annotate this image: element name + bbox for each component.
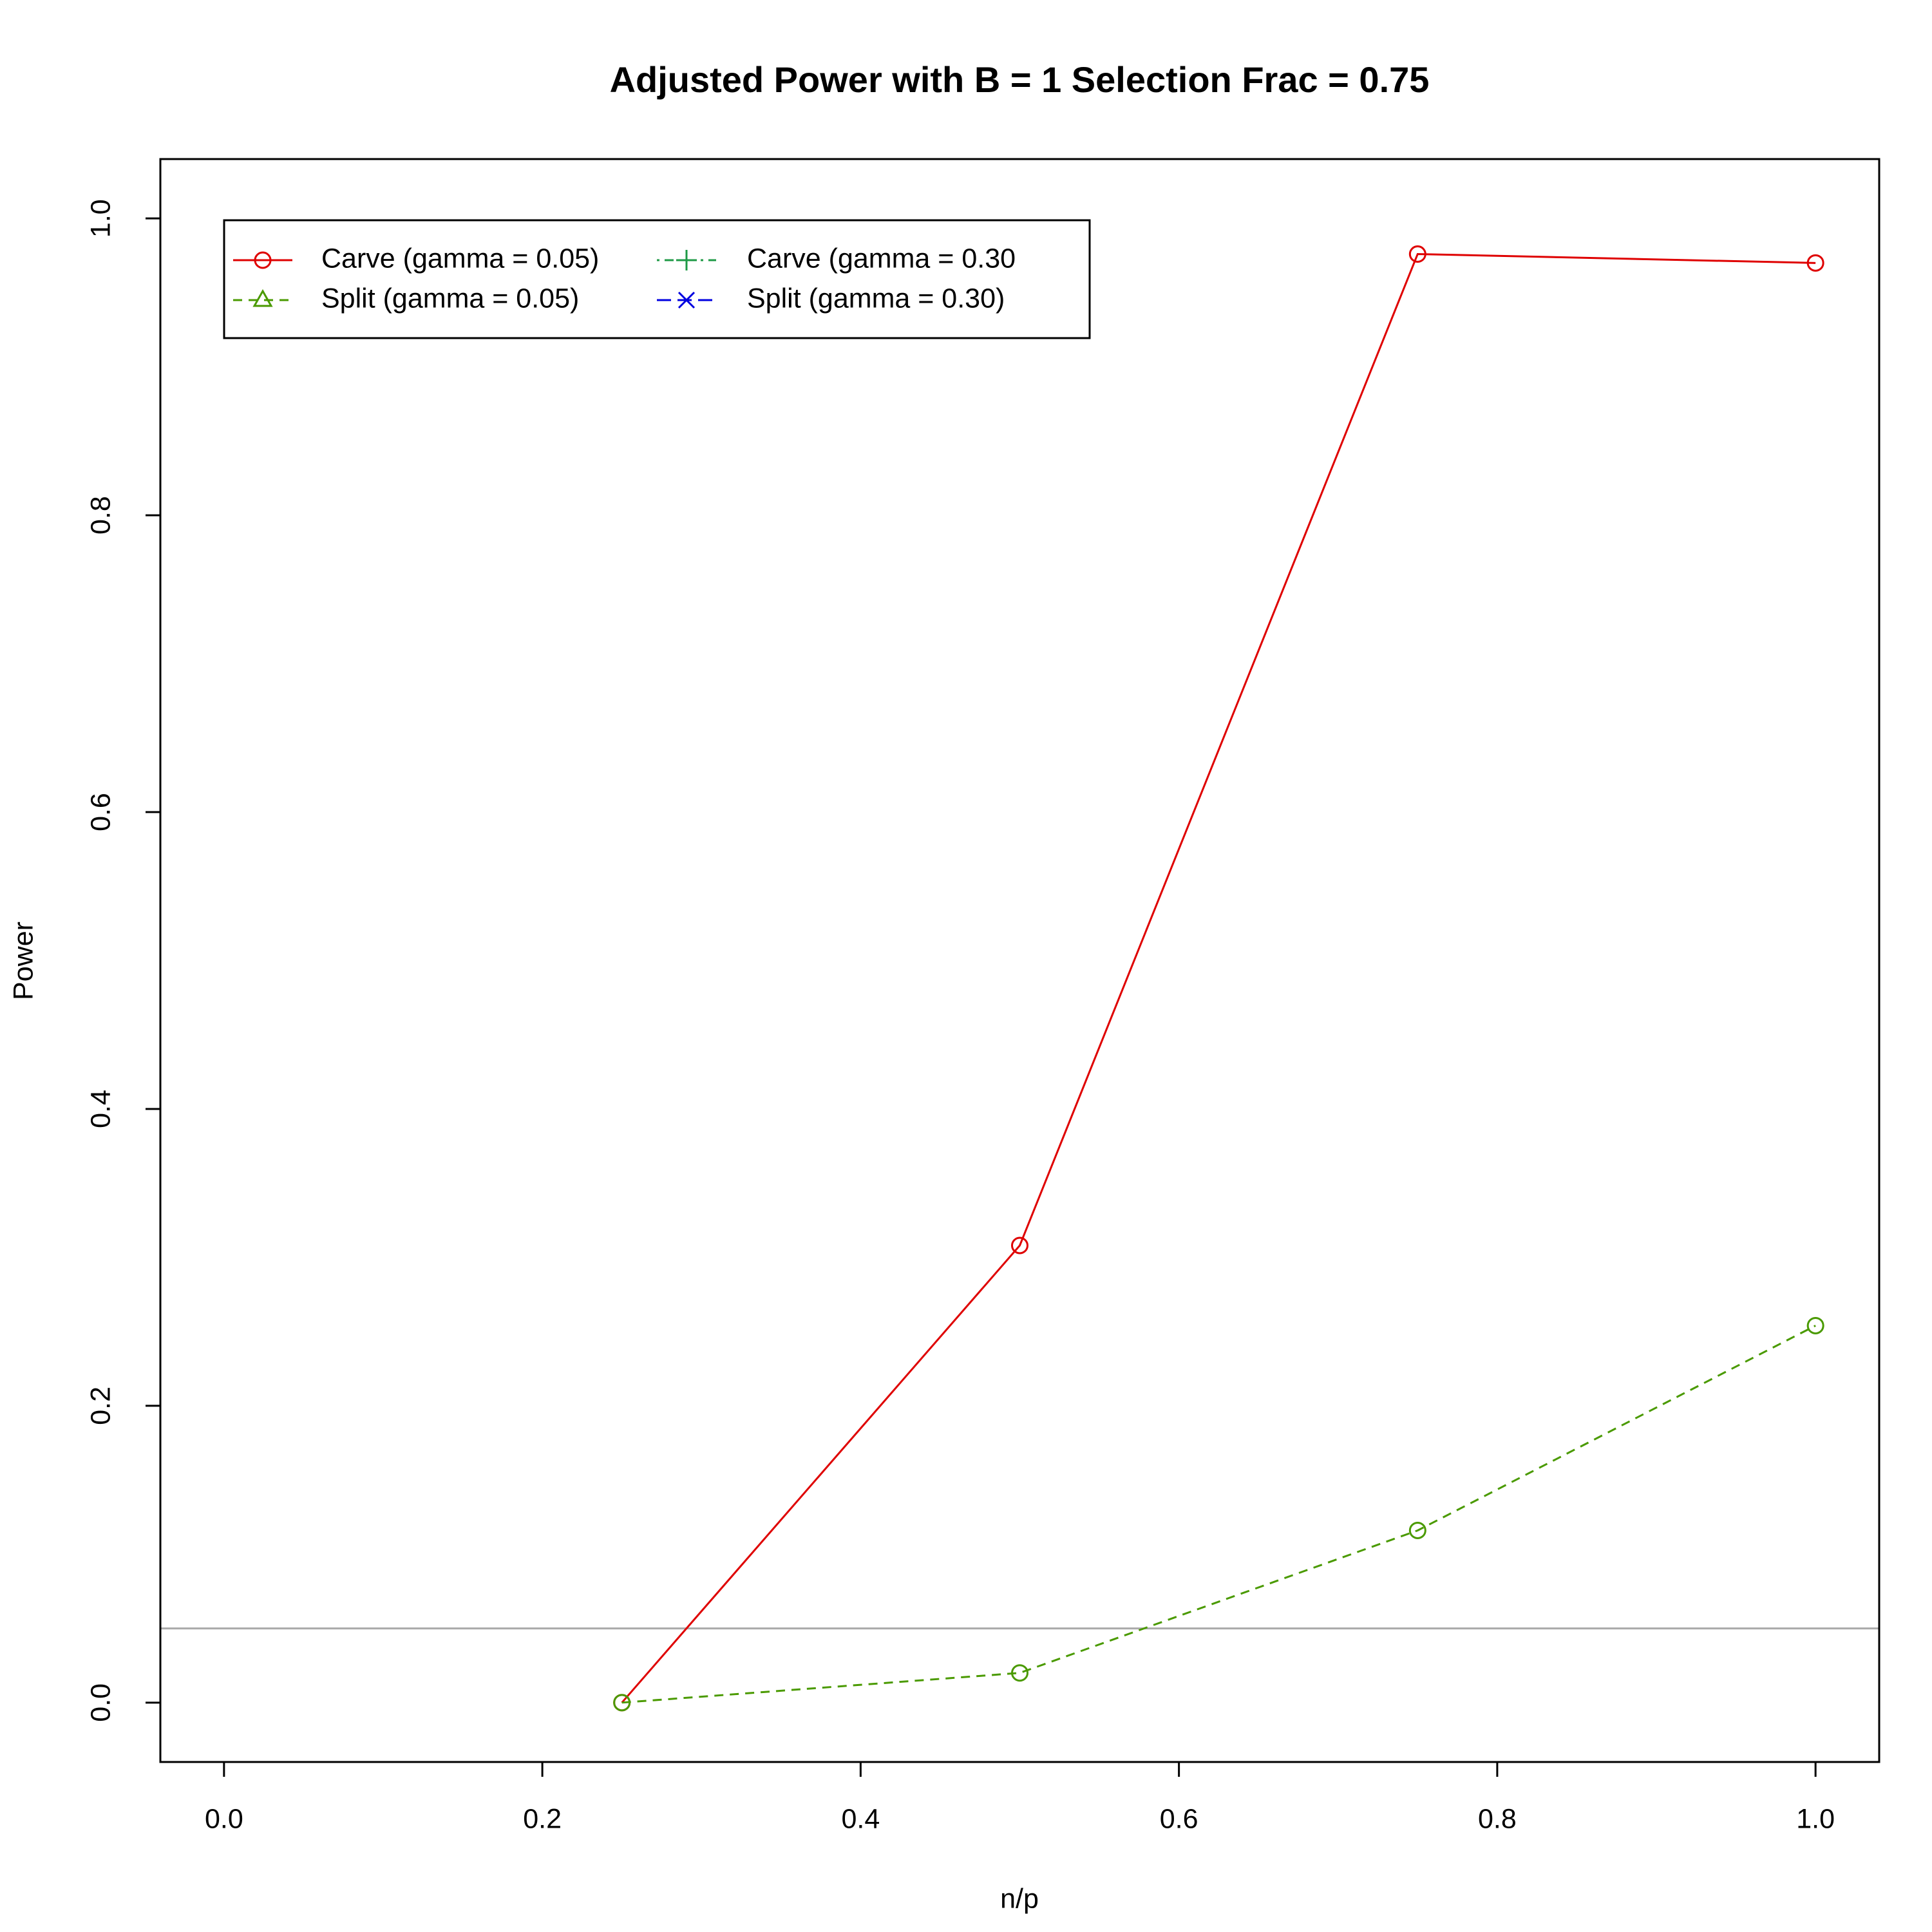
- marker: [252, 289, 273, 307]
- x-axis-label: n/p: [1000, 1883, 1039, 1914]
- y-tick-label: 0.2: [85, 1387, 116, 1425]
- x-tick-label: 0.6: [1160, 1803, 1198, 1834]
- x-tick-label: 0.2: [523, 1803, 562, 1834]
- x-tick-label: 0.8: [1478, 1803, 1517, 1834]
- legend-label: Carve (gamma = 0.30: [747, 243, 1016, 274]
- series-line: [621, 252, 1816, 1703]
- y-tick-label: 0.8: [85, 496, 116, 535]
- y-tick-label: 0.4: [85, 1090, 116, 1128]
- marker: [1806, 1316, 1824, 1334]
- x-tick-label: 1.0: [1796, 1803, 1835, 1834]
- marker: [676, 250, 697, 270]
- marker: [254, 251, 272, 269]
- x-tick-label: 0.4: [841, 1803, 880, 1834]
- marker: [1408, 1521, 1426, 1539]
- marker: [1011, 1236, 1028, 1255]
- marker: [613, 1694, 631, 1712]
- marker: [1408, 245, 1426, 263]
- x-tick-label: 0.0: [205, 1803, 243, 1834]
- y-tick-label: 0.6: [85, 793, 116, 831]
- marker: [677, 291, 696, 309]
- legend-label: Split (gamma = 0.30): [747, 283, 1005, 314]
- y-tick-label: 1.0: [85, 199, 116, 238]
- legend-box: [223, 219, 1091, 339]
- marker: [1806, 254, 1824, 272]
- series-line: [621, 1325, 1816, 1704]
- y-tick-label: 0.0: [85, 1683, 116, 1722]
- legend-label: Carve (gamma = 0.05): [321, 243, 599, 274]
- y-axis-label: Power: [8, 922, 39, 1000]
- chart-title: Adjusted Power with B = 1 Selection Frac…: [610, 59, 1430, 100]
- marker: [1011, 1664, 1028, 1682]
- legend-label: Split (gamma = 0.05): [321, 283, 579, 314]
